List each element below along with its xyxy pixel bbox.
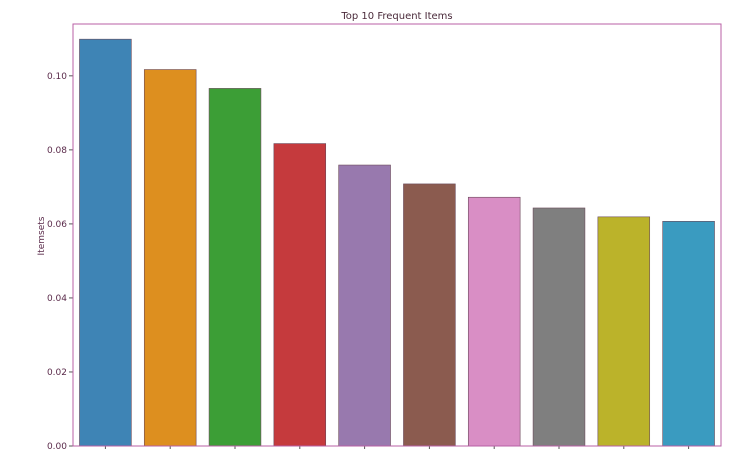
plot-frame [72, 23, 722, 447]
y-tick-label: 0.02 [47, 368, 67, 378]
y-axis-ticks: 0.00 0.02 0.04 0.06 0.08 0.10 [47, 72, 73, 452]
y-axis-label: Itemsets [37, 216, 47, 255]
y-tick-label: 0.08 [47, 146, 67, 156]
y-tick-label: 0.04 [47, 294, 67, 304]
bar [338, 164, 391, 447]
bar [532, 207, 586, 447]
y-tick-label: 0.00 [47, 442, 67, 452]
bar [467, 196, 521, 447]
bar [79, 38, 132, 447]
bar [662, 221, 715, 447]
y-tick-label: 0.10 [47, 72, 67, 82]
chart-title: Top 10 Frequent Items [340, 11, 452, 22]
bar [597, 216, 651, 447]
bar [403, 183, 456, 447]
y-tick-label: 0.06 [47, 220, 67, 230]
bars [79, 38, 715, 447]
bar [273, 143, 327, 447]
bar [143, 69, 197, 447]
bar [208, 88, 262, 447]
